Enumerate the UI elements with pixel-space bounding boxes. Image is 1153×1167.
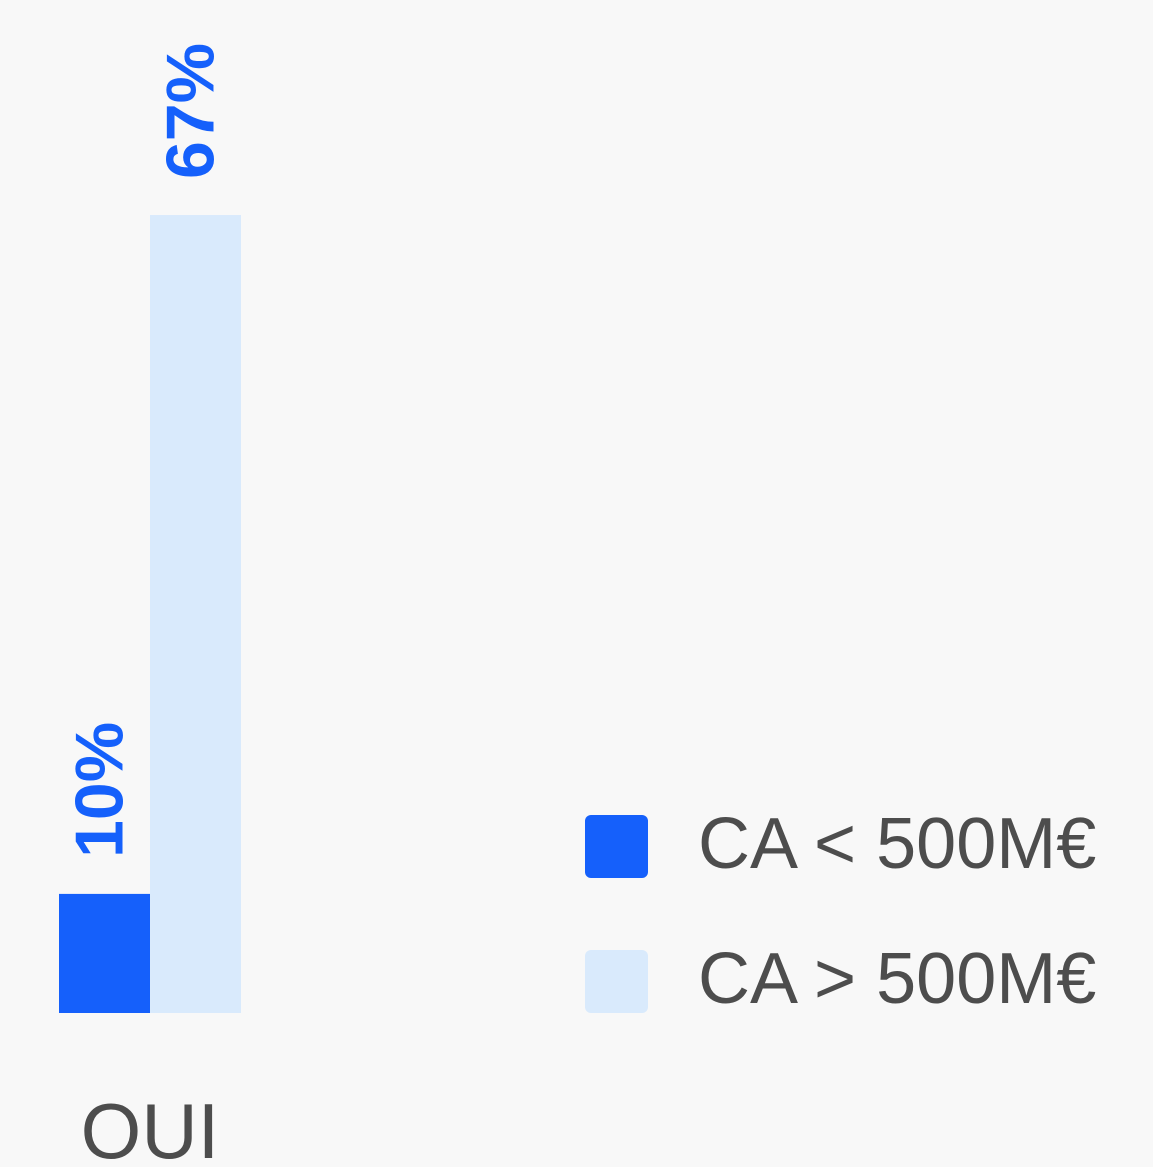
- bar: [59, 893, 150, 1013]
- bar: [150, 215, 241, 1013]
- legend-swatch: [585, 815, 648, 878]
- x-tick-label: OUI: [81, 1087, 220, 1167]
- legend-label: CA > 500M€: [698, 939, 1096, 1019]
- legend-label: CA < 500M€: [698, 804, 1096, 884]
- value-label: 10%: [61, 722, 137, 858]
- value-label: 67%: [152, 43, 228, 179]
- legend-swatch: [585, 950, 648, 1013]
